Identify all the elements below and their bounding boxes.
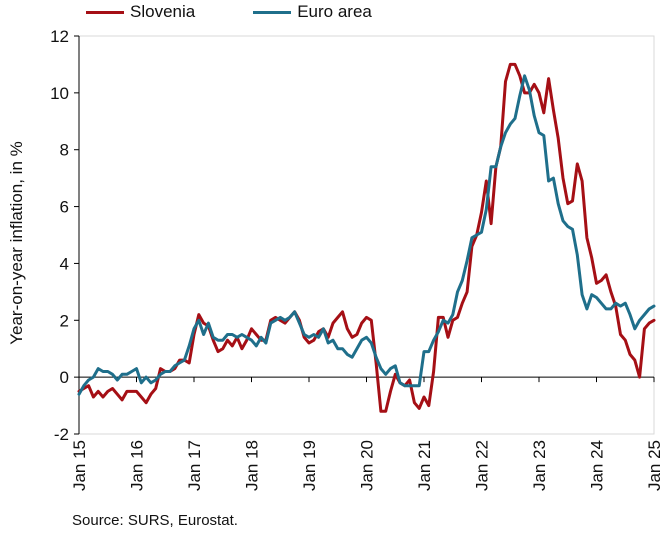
x-tick-label: Jan 20: [358, 440, 377, 491]
x-tick-label: Jan 25: [645, 440, 664, 491]
source-note: Source: SURS, Eurostat.: [72, 512, 238, 529]
x-tick-label: Jan 16: [128, 440, 147, 491]
x-tick-label: Jan 21: [415, 440, 434, 491]
legend-swatch-slovenia: [86, 10, 124, 14]
x-tick-label: Jan 22: [473, 440, 492, 491]
x-tick-label: Jan 19: [300, 440, 319, 491]
legend-item-slovenia: Slovenia: [86, 2, 195, 22]
legend-label-slovenia: Slovenia: [130, 2, 196, 21]
x-tick-label: Jan 17: [185, 440, 204, 491]
chart-legend: Slovenia Euro area: [86, 2, 372, 22]
series-line-euro-area: [77, 74, 656, 396]
x-tick-label: Jan 23: [530, 440, 549, 491]
y-tick-label: 0: [60, 368, 69, 387]
y-tick-label: -2: [54, 425, 69, 444]
legend-item-euro-area: Euro area: [253, 2, 372, 22]
x-tick-label: Jan 18: [243, 440, 262, 491]
plot-area-frame: [78, 35, 655, 435]
series-line-slovenia: [77, 62, 656, 413]
y-tick-label: 8: [60, 141, 69, 160]
y-tick-label: 12: [50, 27, 69, 46]
y-tick-label: 2: [60, 311, 69, 330]
y-tick-label: 10: [50, 84, 69, 103]
x-tick-label: Jan 15: [70, 440, 89, 491]
y-tick-label: 4: [60, 254, 69, 273]
inflation-line-chart: -2 0 2 4 6 8 10 12 Jan 15 Jan 16 Jan 17 Jan 18 Jan …: [7, 27, 664, 491]
legend-label-euro-area: Euro area: [297, 2, 372, 21]
x-tick-label: Jan 24: [588, 440, 607, 491]
legend-swatch-euro-area: [253, 10, 292, 14]
y-axis-title: Year-on-year inflation, in %: [7, 141, 26, 345]
y-tick-label: 6: [60, 198, 69, 217]
